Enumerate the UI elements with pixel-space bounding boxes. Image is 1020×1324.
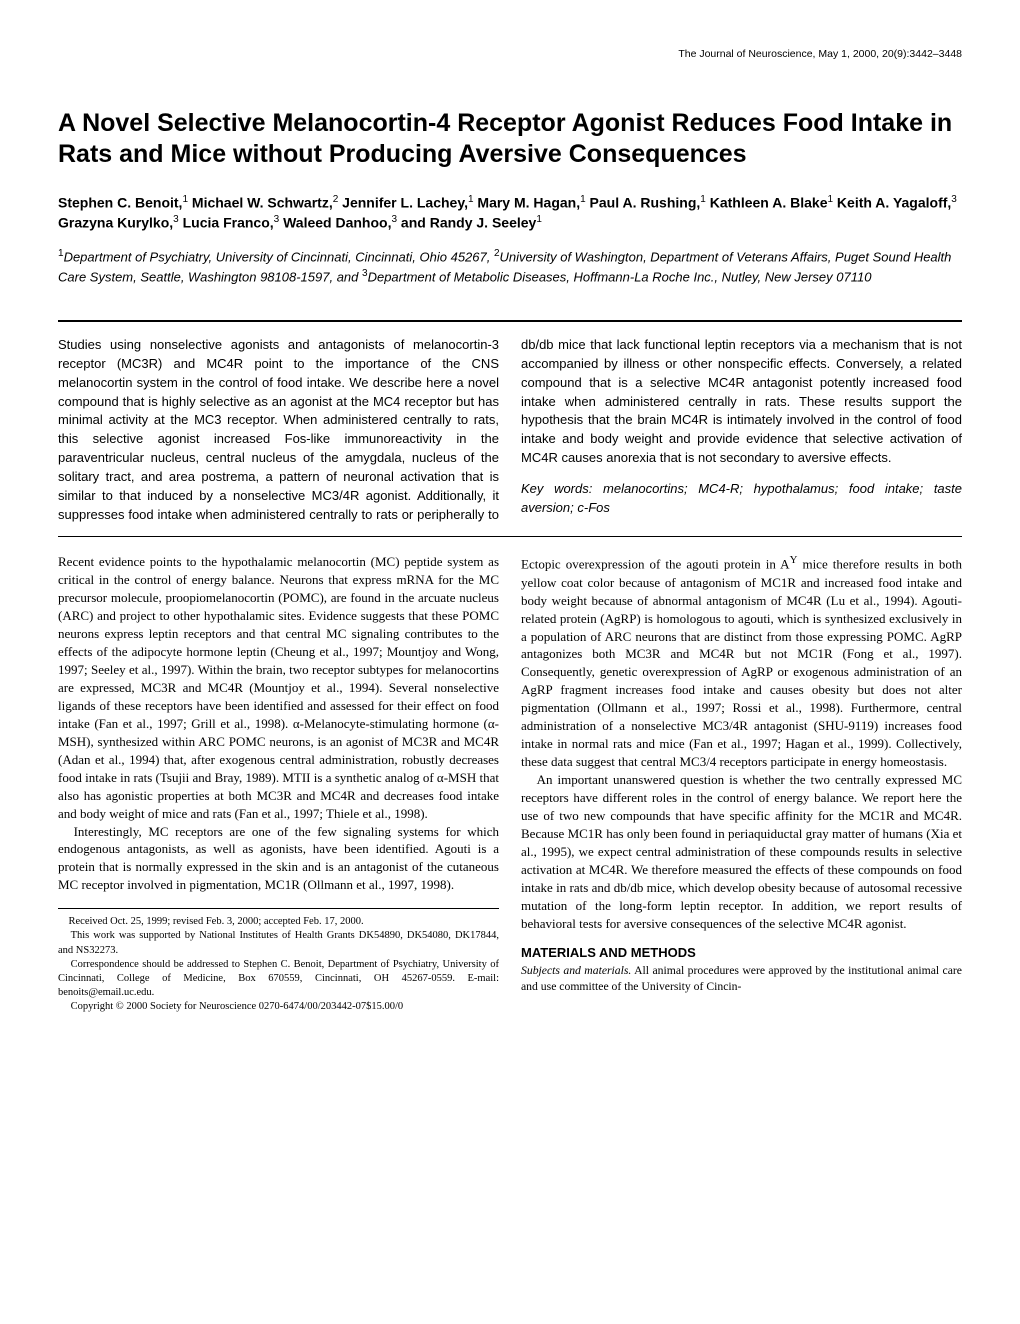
materials-paragraph: Subjects and materials. All animal proce… [521,963,962,993]
footnotes-block: Received Oct. 25, 1999; revised Feb. 3, … [58,908,499,1014]
footnote-correspondence: Correspondence should be addressed to St… [58,958,499,1001]
body-paragraph: Interestingly, MC receptors are one of t… [58,823,499,895]
affiliations: 1Department of Psychiatry, University of… [58,247,962,286]
footnote-support: This work was supported by National Inst… [58,929,499,957]
body-paragraph: An important unanswered question is whet… [521,771,962,932]
running-head: The Journal of Neuroscience, May 1, 2000… [58,48,962,60]
footnote-received: Received Oct. 25, 1999; revised Feb. 3, … [58,915,499,929]
materials-runin: Subjects and materials. [521,964,631,977]
author-list: Stephen C. Benoit,1 Michael W. Schwartz,… [58,193,962,234]
body-paragraph: Ectopic overexpression of the agouti pro… [521,553,962,771]
abstract-block: Studies using nonselective agonists and … [58,320,962,537]
body-columns: Recent evidence points to the hypothalam… [58,553,962,1014]
abstract-keywords: Key words: melanocortins; MC4-R; hypotha… [521,480,962,518]
section-heading-materials: MATERIALS AND METHODS [521,944,962,962]
body-paragraph: Recent evidence points to the hypothalam… [58,553,499,822]
footnote-copyright: Copyright © 2000 Society for Neuroscienc… [58,1000,499,1014]
article-title: A Novel Selective Melanocortin-4 Recepto… [58,108,962,171]
